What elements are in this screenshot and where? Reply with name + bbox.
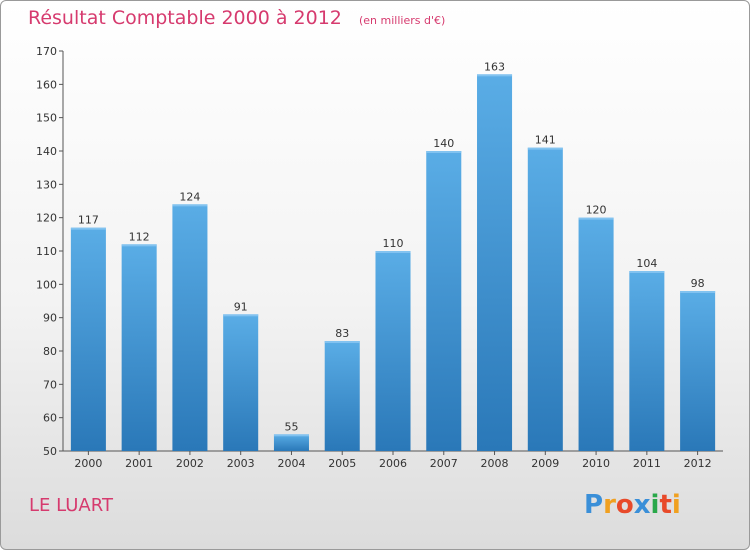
- x-tick-label: 2007: [430, 457, 458, 470]
- data-label-2001: 112: [129, 230, 150, 243]
- bar-2011: [629, 271, 665, 451]
- x-tick-label: 2009: [531, 457, 559, 470]
- chart-title: Résultat Comptable 2000 à 2012: [28, 7, 342, 29]
- data-label-2000: 117: [78, 214, 99, 227]
- x-tick-label: 2001: [125, 457, 153, 470]
- bar-2001: [121, 244, 157, 451]
- bar-2005: [324, 341, 360, 451]
- title-row: Résultat Comptable 2000 à 2012 (en milli…: [28, 7, 445, 29]
- bar-2008: [477, 74, 513, 451]
- y-tick-label: 100: [36, 278, 57, 291]
- data-label-2003: 91: [234, 300, 248, 313]
- y-tick-label: 150: [36, 112, 57, 125]
- bar-2009: [527, 147, 563, 451]
- y-tick-label: 60: [43, 412, 57, 425]
- y-tick-label: 50: [43, 445, 57, 458]
- x-tick-label: 2002: [176, 457, 204, 470]
- bar-2012: [680, 291, 716, 451]
- y-tick-label: 170: [36, 45, 57, 58]
- y-tick-label: 90: [43, 312, 57, 325]
- x-tick-label: 2008: [481, 457, 509, 470]
- bar-2004: [273, 434, 309, 451]
- bar-highlight: [324, 341, 360, 343]
- y-tick-label: 160: [36, 78, 57, 91]
- x-tick-label: 2004: [277, 457, 305, 470]
- logo-letter: o: [615, 490, 634, 520]
- y-tick-label: 80: [43, 345, 57, 358]
- location-label: LE LUART: [29, 495, 113, 516]
- data-label-2007: 140: [433, 137, 454, 150]
- data-label-2011: 104: [636, 257, 657, 270]
- y-tick-label: 70: [43, 378, 57, 391]
- y-tick-label: 120: [36, 212, 57, 225]
- logo-letter: i: [650, 490, 660, 520]
- bar-highlight: [70, 227, 106, 230]
- data-label-2012: 98: [691, 277, 705, 290]
- data-label-2004: 55: [284, 420, 298, 433]
- bar-highlight: [680, 291, 716, 293]
- data-label-2008: 163: [484, 60, 505, 73]
- bar-highlight: [426, 151, 462, 153]
- x-tick-label: 2010: [582, 457, 610, 470]
- logo-letter: P: [584, 490, 604, 520]
- bar-2007: [426, 151, 462, 451]
- x-tick-label: 2003: [227, 457, 255, 470]
- y-tick-label: 140: [36, 145, 57, 158]
- chart-subtitle: (en milliers d'€): [358, 14, 446, 27]
- data-label-2005: 83: [335, 327, 349, 340]
- data-label-2002: 124: [179, 190, 200, 203]
- logo-letter: i: [671, 490, 681, 520]
- data-label-2010: 120: [586, 204, 607, 217]
- bar-2003: [223, 314, 259, 451]
- bar-highlight: [273, 434, 309, 437]
- bar-highlight: [477, 74, 513, 77]
- bar-highlight: [121, 244, 157, 247]
- x-tick-label: 2005: [328, 457, 356, 470]
- bar-highlight: [527, 147, 563, 150]
- bar-2000: [70, 227, 106, 451]
- x-tick-label: 2006: [379, 457, 407, 470]
- logo-letter: r: [603, 490, 616, 520]
- bar-highlight: [223, 314, 259, 317]
- bar-highlight: [629, 271, 665, 273]
- bar-2002: [172, 204, 208, 451]
- bar-highlight: [172, 204, 208, 207]
- y-tick-label: 130: [36, 178, 57, 191]
- logo-letter: t: [659, 490, 672, 520]
- x-tick-label: 2012: [684, 457, 712, 470]
- bar-2010: [578, 217, 614, 451]
- data-label-2009: 141: [535, 134, 556, 147]
- bar-highlight: [578, 217, 614, 220]
- bar-2006: [375, 251, 411, 451]
- y-tick-label: 110: [36, 245, 57, 258]
- data-label-2006: 110: [383, 237, 404, 250]
- x-tick-label: 2011: [633, 457, 661, 470]
- bar-highlight: [375, 251, 411, 253]
- logo-letter: x: [633, 490, 651, 520]
- proxiti-logo: Proxiti: [584, 490, 681, 520]
- x-tick-label: 2000: [74, 457, 102, 470]
